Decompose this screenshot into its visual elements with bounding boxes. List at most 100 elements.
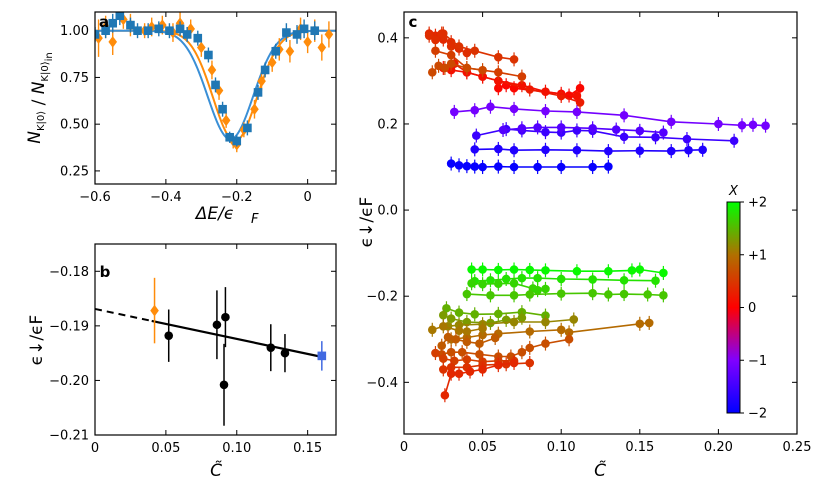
colorbar-tick-label: 0 xyxy=(748,301,756,316)
axes-frame xyxy=(403,11,798,435)
data-point xyxy=(494,83,503,93)
data-point xyxy=(494,144,503,154)
data-point xyxy=(737,120,747,130)
data-point xyxy=(324,28,334,41)
x-tick-label: 0.15 xyxy=(625,440,654,455)
data-point xyxy=(475,339,484,348)
fit-line xyxy=(151,319,325,359)
data-point xyxy=(462,327,472,336)
data-point xyxy=(494,76,503,86)
data-point xyxy=(165,26,174,35)
panel-c: 0 0.05 0.10 0.15 0.20 0.25 −0.4 −0.2 0.0 0.2 0.4 c C… xyxy=(357,11,811,481)
data-point xyxy=(218,104,227,114)
data-point xyxy=(440,390,450,400)
data-point xyxy=(541,317,550,327)
data-point xyxy=(282,28,291,37)
data-point xyxy=(472,131,481,140)
colorbar-tick-label: +1 xyxy=(748,248,767,263)
panel-b: 0 0.05 0.10 0.15 −0.21 −0.20 −0.19 −0.18 b C̃ ϵ↓/ϵ… xyxy=(27,243,337,481)
y-tick-label: −0.21 xyxy=(49,429,89,444)
data-point xyxy=(232,136,242,146)
data-point xyxy=(494,279,503,289)
data-point xyxy=(572,107,582,117)
data-point xyxy=(588,123,597,133)
data-point xyxy=(635,319,645,329)
plot-area xyxy=(95,12,336,153)
data-point xyxy=(317,351,327,361)
data-point xyxy=(280,348,290,358)
data-point xyxy=(478,324,487,333)
data-point xyxy=(115,12,125,21)
data-point xyxy=(442,303,451,313)
data-point xyxy=(221,114,231,127)
data-point xyxy=(509,317,519,327)
y-tick-label: −0.18 xyxy=(49,265,89,280)
data-point xyxy=(478,365,487,374)
y-tick-label: 0.0 xyxy=(377,204,398,219)
data-point xyxy=(212,320,222,330)
data-point xyxy=(556,289,566,298)
data-point xyxy=(253,88,263,97)
y-tick-label: −0.2 xyxy=(366,290,398,305)
data-point xyxy=(556,325,566,335)
data-point xyxy=(470,309,480,319)
data-point xyxy=(478,265,487,274)
y-axis-label: NK|0⟩ / NK|0⟩in xyxy=(25,52,55,144)
data-point xyxy=(533,273,542,283)
data-point xyxy=(431,35,440,45)
data-point xyxy=(666,117,676,127)
data-point xyxy=(431,46,440,56)
data-point xyxy=(486,275,495,285)
data-point xyxy=(207,64,217,76)
y-tick-label: 0.2 xyxy=(377,117,398,132)
data-point xyxy=(470,145,480,154)
data-point xyxy=(193,33,203,43)
data-point xyxy=(467,278,476,288)
x-tick-label: −0.2 xyxy=(221,190,253,205)
data-point xyxy=(575,83,585,93)
x-tick-label: 0.05 xyxy=(468,440,497,455)
data-point xyxy=(588,162,597,172)
data-point xyxy=(509,104,519,114)
data-point xyxy=(214,84,224,97)
data-point xyxy=(494,360,503,370)
data-point xyxy=(439,365,448,374)
data-point xyxy=(462,161,472,171)
series-line xyxy=(466,292,664,297)
data-point xyxy=(465,367,475,376)
data-point xyxy=(221,312,230,322)
data-point xyxy=(266,343,276,352)
y-tick-label: 0.75 xyxy=(60,71,89,86)
y-tick-label: 0.4 xyxy=(377,31,398,46)
data-point xyxy=(439,354,448,363)
data-point xyxy=(150,304,159,317)
data-point xyxy=(475,350,484,359)
data-point xyxy=(219,380,229,390)
data-point xyxy=(575,98,585,107)
data-point xyxy=(509,145,519,155)
data-point xyxy=(462,337,472,347)
data-point xyxy=(644,318,654,328)
data-point xyxy=(211,80,220,90)
data-point xyxy=(494,309,503,319)
data-point xyxy=(517,347,527,357)
data-point xyxy=(154,24,164,34)
x-axis-label: C̃ xyxy=(210,460,222,481)
data-point xyxy=(490,333,500,343)
data-point xyxy=(572,145,582,155)
data-point xyxy=(197,41,206,54)
data-point xyxy=(541,127,550,137)
data-point xyxy=(303,36,312,48)
data-point xyxy=(604,146,613,156)
x-tick-label: −0.4 xyxy=(150,190,182,205)
data-point xyxy=(501,274,511,284)
data-point xyxy=(243,123,252,133)
colorbar-tick-label: +2 xyxy=(748,196,767,211)
series-line xyxy=(476,128,735,142)
data-point xyxy=(108,18,118,28)
data-point xyxy=(317,41,327,54)
data-point xyxy=(478,279,487,289)
data-point xyxy=(431,348,440,358)
panel-label: a xyxy=(99,13,109,31)
data-point xyxy=(748,120,758,130)
